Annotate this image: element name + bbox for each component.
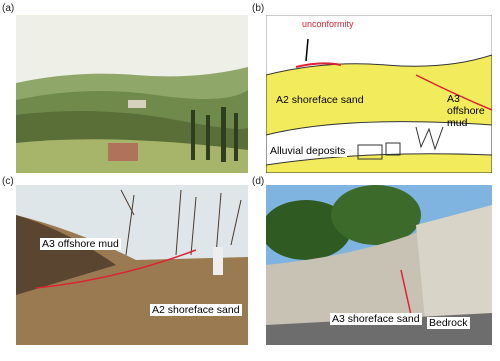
panel-label: (c)	[2, 176, 14, 187]
annotation: unconformity	[302, 19, 354, 29]
panel-label: (a)	[2, 3, 15, 14]
panel-label: (d)	[252, 176, 265, 187]
annotation: A3 offshore mud	[447, 93, 485, 129]
annotation: A2 shoreface sand	[276, 94, 364, 106]
annotation: A3 shoreface sand	[330, 313, 422, 325]
photo-c	[16, 185, 248, 345]
panel-label: (b)	[252, 3, 265, 14]
photo-a	[16, 15, 248, 173]
annotation: Bedrock	[427, 317, 470, 329]
annotation: Alluvial deposits	[268, 145, 348, 157]
annotation: A2 shoreface sand	[150, 304, 242, 316]
annotation: A3 offshore mud	[40, 238, 121, 250]
